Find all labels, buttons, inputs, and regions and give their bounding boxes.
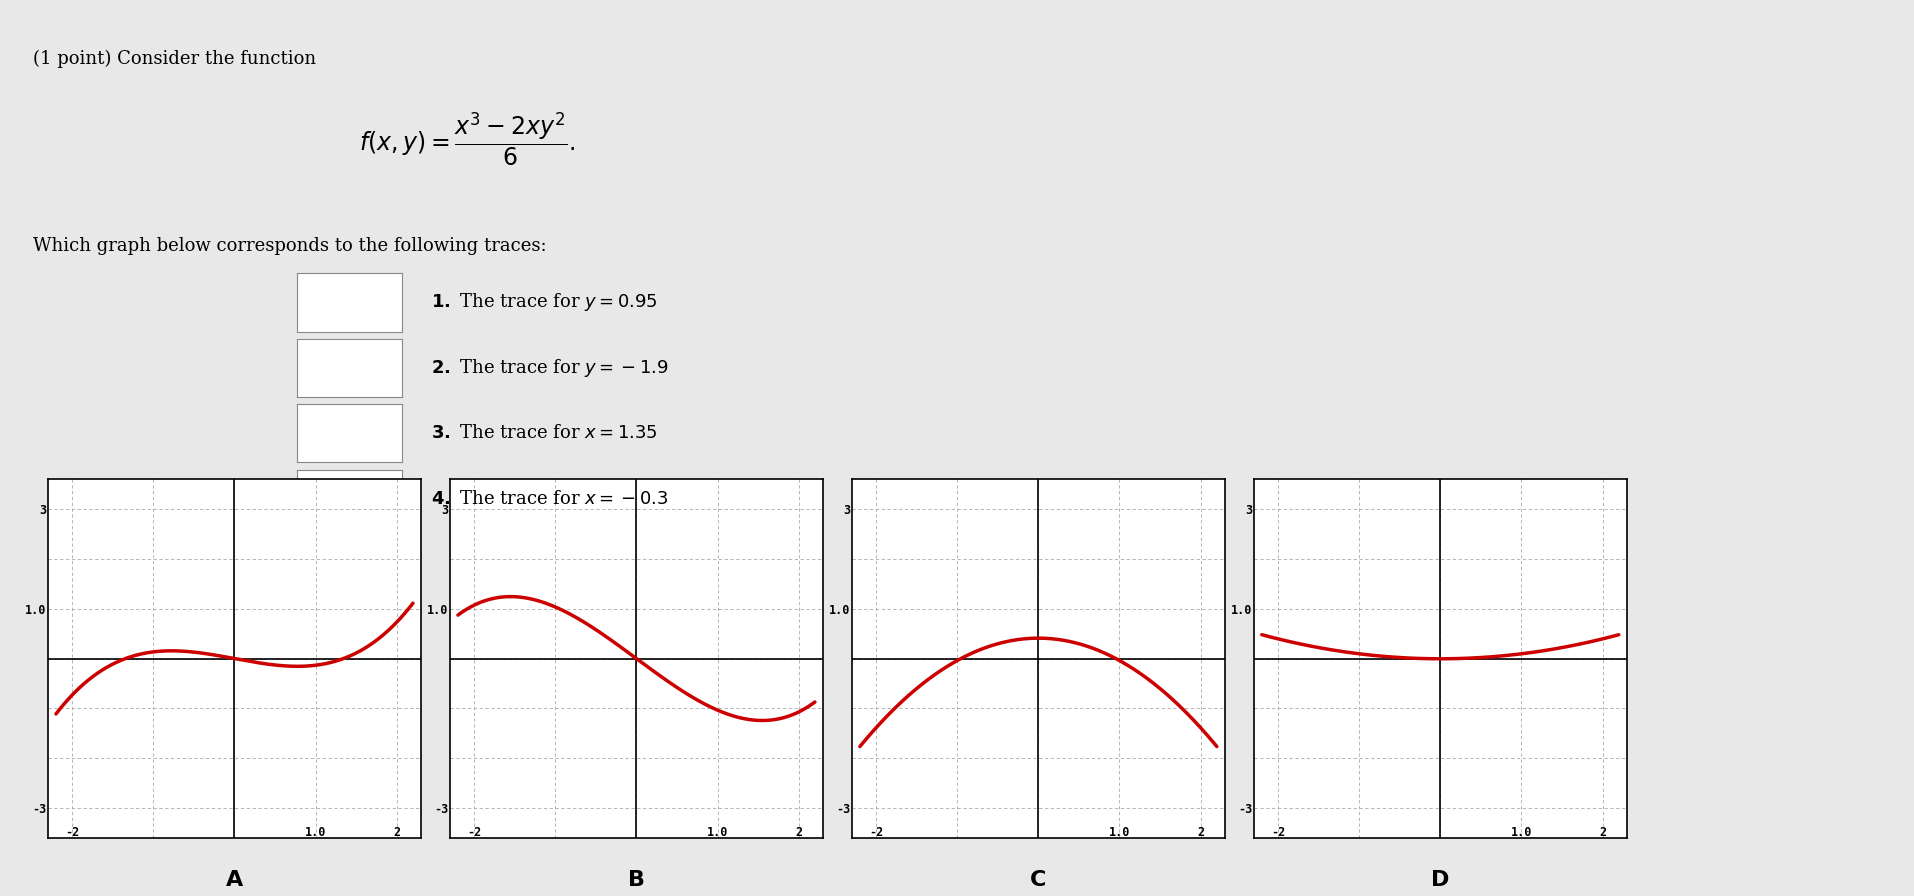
Text: $\mathbf{2.}$ The trace for $y = -1.9$: $\mathbf{2.}$ The trace for $y = -1.9$	[431, 357, 668, 379]
Text: $\mathbf{4.}$ The trace for $x = -0.3$: $\mathbf{4.}$ The trace for $x = -0.3$	[431, 489, 668, 508]
Text: $\mathbf{3.}$ The trace for $x = 1.35$: $\mathbf{3.}$ The trace for $x = 1.35$	[431, 424, 657, 443]
Text: A: A	[226, 870, 243, 890]
Text: (1 point) Consider the function: (1 point) Consider the function	[33, 49, 316, 67]
Text: $\mathbf{1.}$ The trace for $y = 0.95$: $\mathbf{1.}$ The trace for $y = 0.95$	[431, 291, 657, 314]
Text: D: D	[1432, 870, 1449, 890]
Text: C: C	[1030, 870, 1047, 890]
Text: B: B	[628, 870, 645, 890]
Text: Which graph below corresponds to the following traces:: Which graph below corresponds to the fol…	[33, 237, 545, 255]
Text: $f(x, y) = \dfrac{x^3 - 2xy^2}{6}.$: $f(x, y) = \dfrac{x^3 - 2xy^2}{6}.$	[360, 110, 576, 168]
